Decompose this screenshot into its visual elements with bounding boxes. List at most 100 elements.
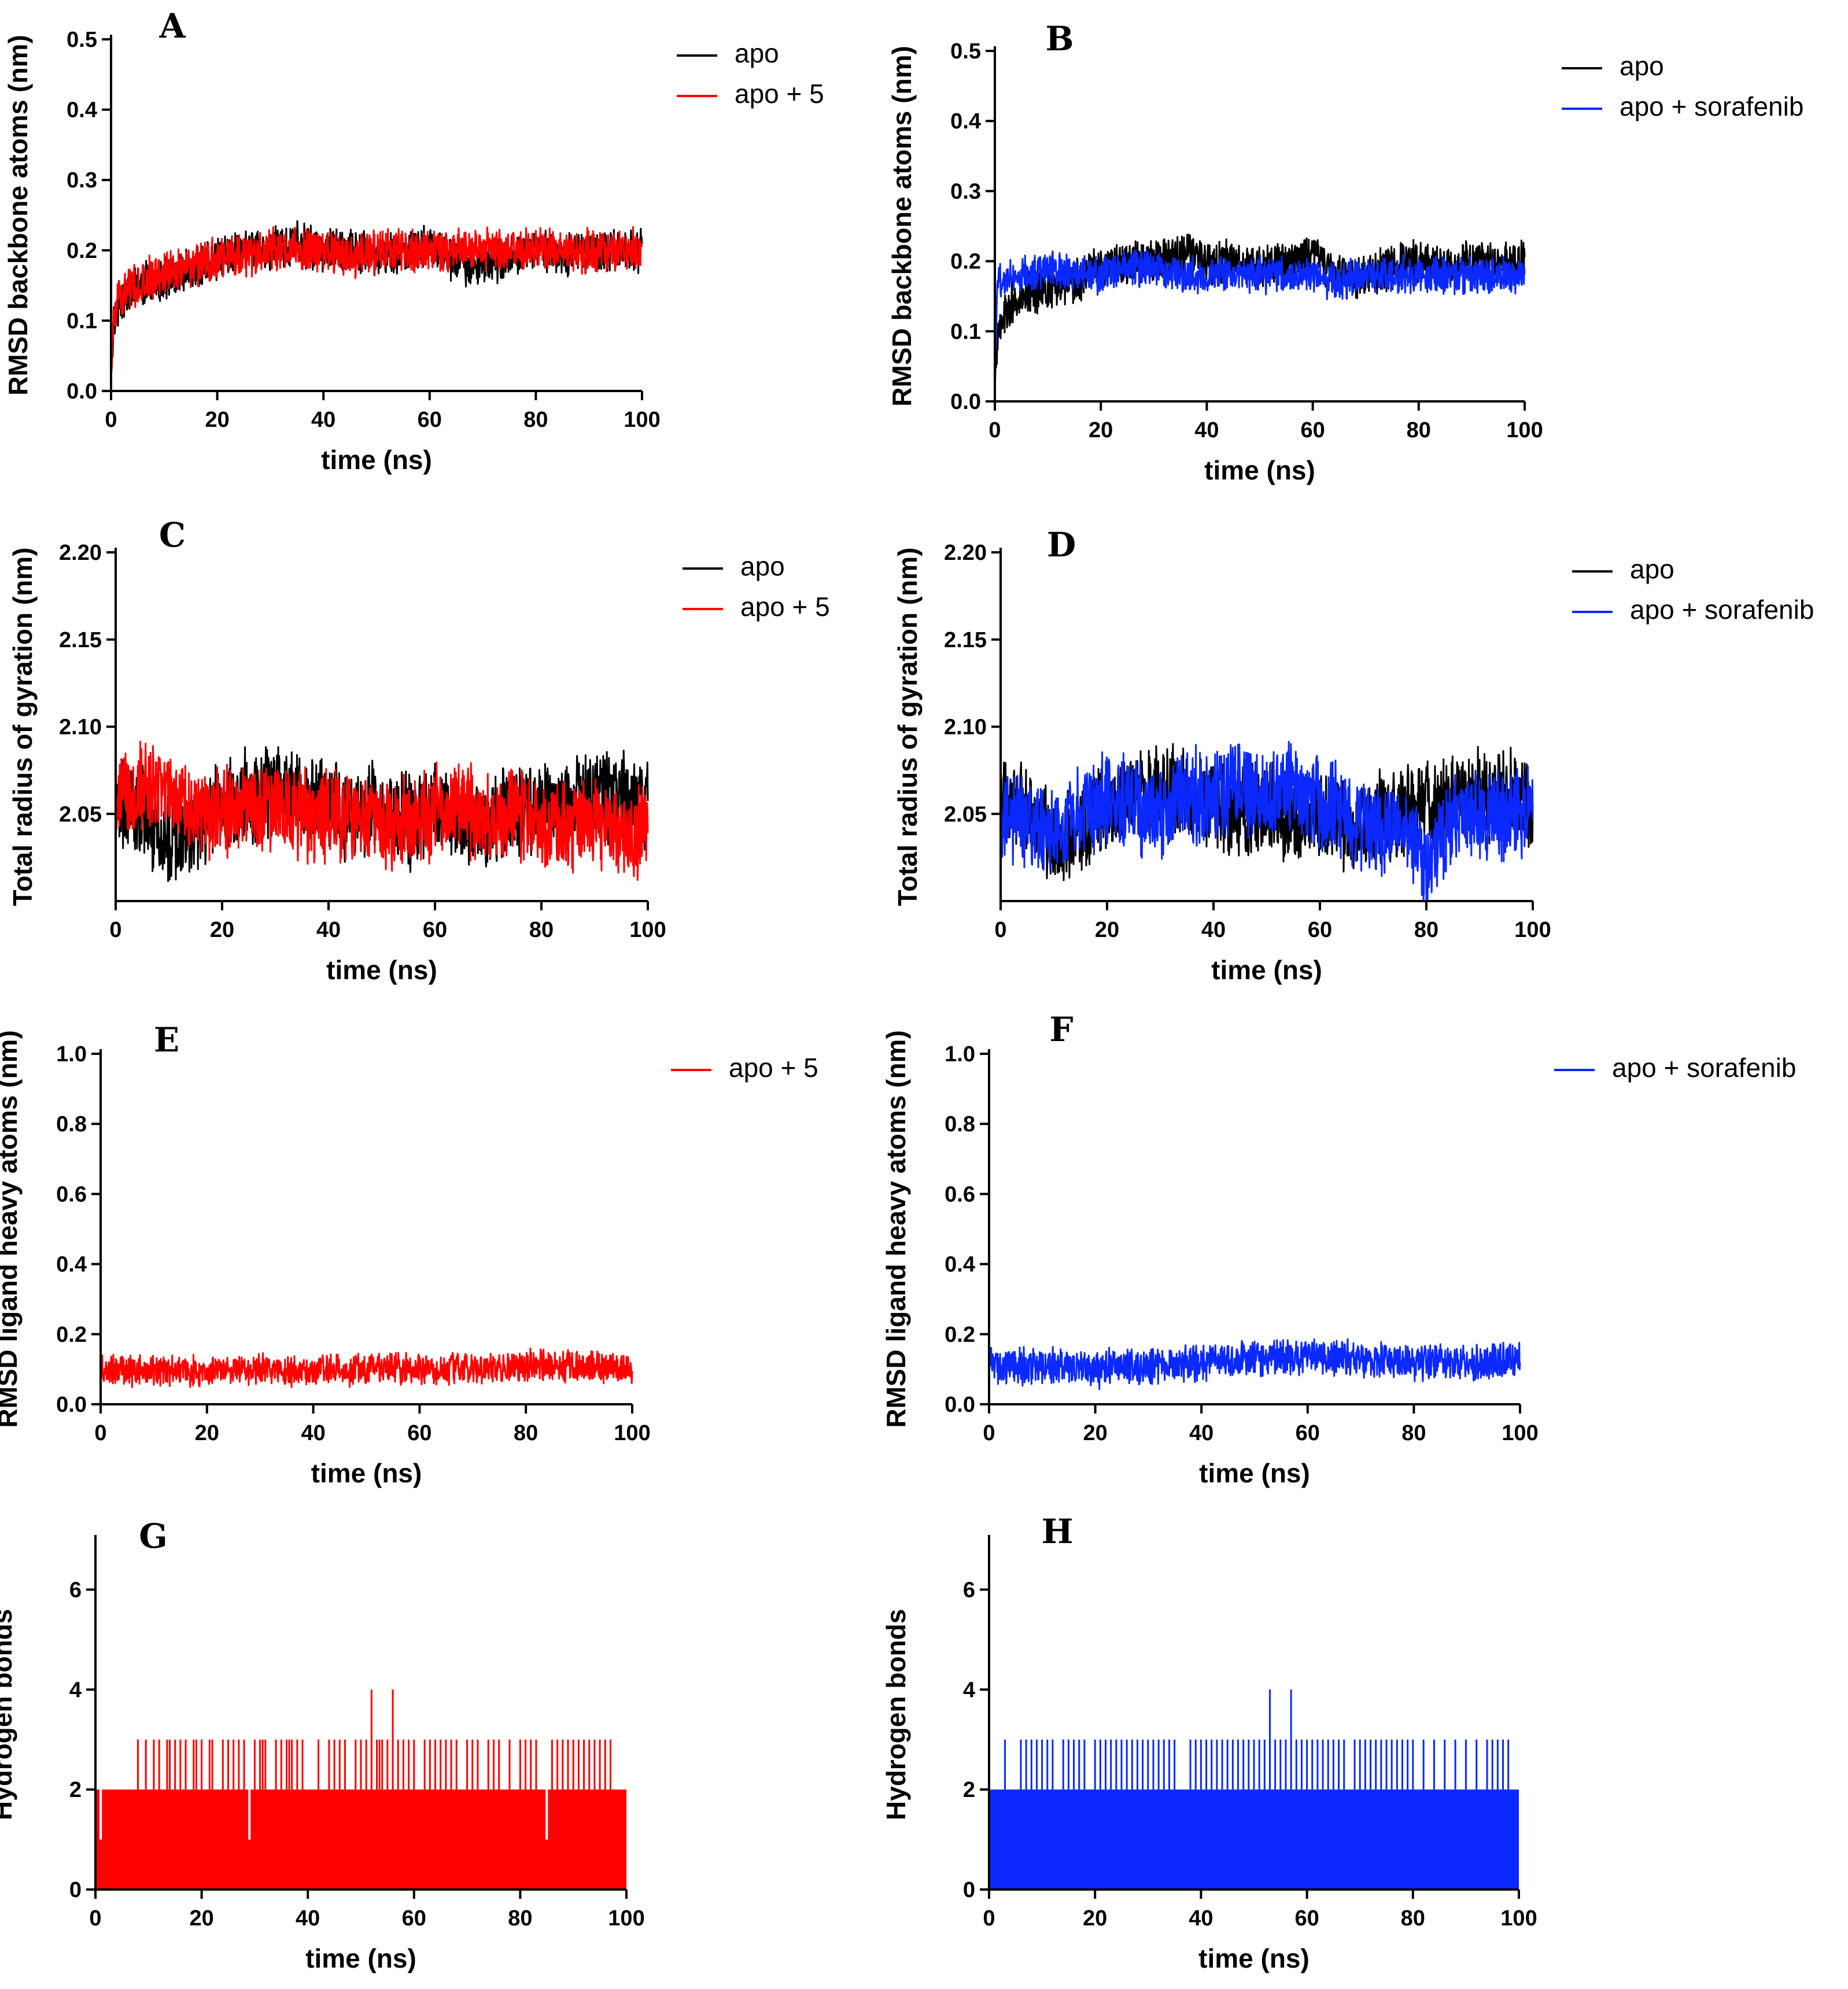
panel-b-x-tick-label: 60	[1300, 418, 1325, 442]
panel-e-y-tick-label: 0.6	[56, 1182, 87, 1206]
panel-f-x-axis-title: time (ns)	[1199, 1458, 1310, 1488]
panel-h-axes: 0 20 40 60 80 100 0 2 4 6 time (ns) Hydrogen bonds	[881, 1535, 1537, 1973]
panel-e-y-tick-label: 0.0	[56, 1393, 87, 1417]
panel-f-legend: apo + sorafenib	[1554, 1053, 1796, 1083]
panel-a-y-tick-label: 0.5	[67, 28, 97, 52]
panel-a-legend-label: apo + 5	[735, 79, 824, 109]
panel-b-x-tick-label: 20	[1089, 418, 1113, 442]
panel-c-letter: C	[159, 515, 186, 555]
panel-c-x-tick-label: 40	[316, 918, 341, 942]
panel-f-x-tick-label: 0	[983, 1421, 995, 1445]
panel-a-series-apo-5	[110, 226, 643, 374]
panel-c-y-axis-title: Total radius of gyration (nm)	[8, 547, 38, 906]
panel-h-x-tick-label: 0	[983, 1906, 995, 1931]
panel-b-legend-label: apo + sorafenib	[1620, 91, 1803, 121]
panel-h-hbond-apo-sorafenib-baseline	[989, 1789, 1519, 1890]
panel-c-y-tick-label: 2.20	[59, 541, 102, 565]
panel-h-y-axis-title: Hydrogen bonds	[881, 1609, 911, 1820]
panel-a-x-tick-label: 80	[523, 408, 548, 432]
panel-c-y-tick-label: 2.10	[59, 715, 102, 740]
panel-e-axes: 0 20 40 60 80 100 0.0 0.2 0.4 0.6 0.8 1.0 time (ns) R…	[0, 1030, 651, 1488]
panel-a-y-tick-label: 0.0	[67, 379, 97, 404]
panel-c-y-tick-label: 2.05	[59, 802, 102, 826]
panel-e-series	[99, 1348, 633, 1389]
panel-a-legend-label: apo	[735, 38, 779, 68]
panel-f-y-tick-label: 0.2	[945, 1323, 975, 1347]
panel-d-y-axis-title: Total radius of gyration (nm)	[892, 547, 923, 906]
panel-b-series	[994, 234, 1526, 388]
panel-c-x-axis-title: time (ns)	[326, 955, 437, 985]
panel-c-legend-label: apo	[740, 551, 785, 581]
panel-d-x-axis-title: time (ns)	[1211, 955, 1322, 985]
panel-f-x-tick-label: 20	[1083, 1421, 1107, 1445]
panel-f-series	[988, 1338, 1521, 1390]
panel-a-x-tick-label: 60	[418, 408, 442, 432]
panel-f-x-tick-label: 100	[1502, 1421, 1538, 1445]
panel-f-y-tick-label: 0.4	[945, 1253, 975, 1277]
panel-g-x-tick-label: 80	[508, 1906, 532, 1931]
panel-f-y-tick-label: 0.6	[945, 1182, 975, 1206]
panel-b: B 0 20 40 60 80 100 0.0 0.1 0.2 0.3 0.4 0.5 time (ns)…	[887, 19, 1803, 485]
panel-f: F 0 20 40 60 80 100 0.0 0.2 0.4 0.6 0.8 1.0 time (ns)…	[881, 1010, 1796, 1488]
panel-f-y-axis-title: RMSD ligand heavy atoms (nm)	[881, 1030, 911, 1428]
panel-d-x-tick-label: 0	[994, 918, 1006, 942]
panel-h: H 0 20 40 60 80 100 0 2 4 6 time (ns) Hydrogen bonds	[881, 1512, 1537, 1973]
panel-g-x-tick-label: 20	[189, 1906, 213, 1931]
panel-e-x-tick-label: 40	[301, 1421, 325, 1445]
panel-g-x-tick-label: 60	[402, 1906, 426, 1931]
panel-g-letter: G	[139, 1516, 168, 1556]
panel-a-y-tick-label: 0.2	[67, 239, 97, 263]
panel-a-y-tick-label: 0.1	[67, 309, 97, 333]
panel-g-y-tick-label: 2	[69, 1778, 82, 1802]
panel-d-x-tick-label: 60	[1308, 918, 1332, 942]
panel-e-y-tick-label: 0.8	[56, 1112, 87, 1136]
panel-h-x-tick-label: 60	[1294, 1906, 1319, 1931]
panel-d: D 0 20 40 60 80 100 2.05 2.10 2.15 2.20 time (ns) To…	[892, 525, 1814, 985]
panel-c-x-tick-label: 60	[423, 918, 447, 942]
panel-a-letter: A	[158, 6, 186, 46]
panel-e-y-axis-title: RMSD ligand heavy atoms (nm)	[0, 1030, 23, 1428]
panel-b-y-tick-label: 0.3	[950, 179, 981, 204]
panel-d-series-apo-sorafenib	[999, 740, 1534, 902]
panel-g-y-tick-label: 6	[69, 1578, 82, 1602]
panel-a-series-apo	[110, 220, 643, 377]
panel-e-x-tick-label: 20	[195, 1421, 219, 1445]
panel-c: C 0 20 40 60 80 100 2.05 2.10 2.15 2.20 time (ns) To…	[8, 515, 830, 985]
panel-d-x-tick-label: 40	[1201, 918, 1226, 942]
panel-f-x-tick-label: 80	[1401, 1421, 1426, 1445]
panel-g-y-tick-label: 4	[69, 1678, 82, 1702]
panel-d-x-tick-label: 100	[1514, 918, 1551, 942]
panel-d-x-tick-label: 20	[1095, 918, 1119, 942]
panel-a-x-tick-label: 100	[624, 408, 660, 432]
panel-b-y-tick-label: 0.2	[950, 250, 981, 274]
panel-f-y-tick-label: 0.8	[945, 1112, 975, 1136]
panel-g-x-tick-label: 100	[608, 1906, 644, 1931]
panel-h-x-tick-label: 20	[1083, 1906, 1107, 1931]
panel-d-y-tick-label: 2.15	[944, 628, 987, 652]
panel-g-x-axis-title: time (ns)	[305, 1943, 416, 1973]
panel-b-y-tick-label: 0.4	[950, 109, 981, 134]
panel-a-y-tick-label: 0.3	[67, 168, 97, 193]
panel-f-series-apo-sorafenib	[988, 1338, 1521, 1390]
panel-a: A 0 20 40 60 80 100 0.0 0.1 0.2 0.3 0.4 0.5 time (ns)…	[3, 6, 824, 475]
panel-c-x-tick-label: 100	[629, 918, 666, 942]
panel-a-legend: apo apo + 5	[677, 38, 824, 109]
panel-b-series-apo-sorafenib	[994, 249, 1526, 381]
panel-e-legend: apo + 5	[671, 1053, 818, 1083]
panel-e: E 0 20 40 60 80 100 0.0 0.2 0.4 0.6 0.8 1.0 time (ns)…	[0, 1020, 818, 1488]
panel-b-x-tick-label: 40	[1194, 418, 1219, 442]
panel-c-legend: apo apo + 5	[683, 551, 830, 622]
panel-e-series-apo-5	[99, 1348, 633, 1389]
panel-e-x-tick-label: 80	[514, 1421, 538, 1445]
panel-b-y-axis-title: RMSD backbone atoms (nm)	[887, 46, 917, 407]
panel-d-legend-label: apo + sorafenib	[1630, 595, 1814, 625]
panel-g: G 0 20 40 60 80 100 0 2 4 6 time (ns) Hydrogen bonds	[0, 1516, 645, 1973]
panel-g-y-tick-label: 0	[69, 1878, 82, 1902]
panel-b-y-tick-label: 0.1	[950, 320, 981, 344]
panel-c-y-tick-label: 2.15	[59, 628, 102, 652]
panel-e-x-axis-title: time (ns)	[311, 1458, 422, 1488]
panel-b-letter: B	[1045, 19, 1074, 58]
panel-f-letter: F	[1049, 1010, 1073, 1049]
panel-d-x-tick-label: 80	[1414, 918, 1438, 942]
